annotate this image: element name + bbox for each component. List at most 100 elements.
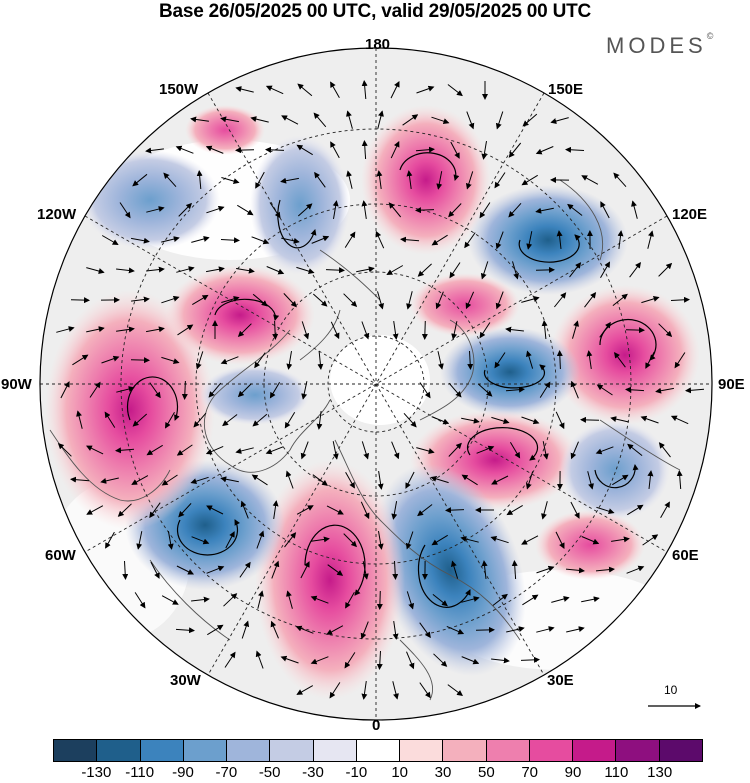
- wind-vector: [208, 382, 222, 398]
- wind-vector: [586, 350, 593, 369]
- wind-vector: [343, 533, 358, 548]
- wind-vector: [596, 384, 613, 396]
- colorbar-tick-label: -10: [345, 764, 368, 781]
- wind-vector: [281, 115, 299, 125]
- lon-label-60w: 60W: [45, 547, 76, 564]
- wind-vector: [269, 382, 281, 399]
- wind-vector: [449, 262, 461, 279]
- wind-vector: [205, 145, 224, 154]
- wind-vector: [511, 560, 518, 580]
- colorbar-swatch: [183, 740, 228, 761]
- wind-vector: [674, 352, 686, 369]
- wind-vector: [361, 681, 368, 700]
- wind-vector: [344, 231, 356, 248]
- wind-vector: [600, 201, 610, 219]
- colorbar-swatch: [573, 740, 617, 761]
- brand-name: MODES: [606, 33, 707, 58]
- wind-vector: [224, 651, 236, 668]
- colorbar-swatch: [270, 740, 314, 761]
- wind-vector: [676, 470, 683, 490]
- wind-vector: [284, 412, 296, 429]
- wind-vector: [89, 381, 101, 398]
- wind-vector: [161, 474, 178, 486]
- wind-vector: [225, 531, 235, 549]
- colorbar-swatch: [616, 740, 660, 761]
- anomaly-negative: [468, 185, 628, 295]
- wind-vector: [361, 200, 368, 219]
- wind-vector: [447, 684, 464, 697]
- wind-vector: [660, 501, 670, 519]
- wind-vector: [130, 357, 150, 364]
- colorbar-swatch: [356, 740, 401, 761]
- wind-vector: [251, 474, 268, 486]
- wind-vector: [220, 116, 239, 123]
- wind-vector: [272, 500, 279, 519]
- wind-vector: [596, 506, 615, 515]
- wind-vector: [450, 141, 460, 159]
- wind-vector: [494, 352, 506, 369]
- wind-vector: [346, 110, 353, 129]
- wind-vector: [626, 565, 645, 574]
- anomaly-positive: [255, 460, 405, 700]
- anomaly-positive: [535, 510, 645, 580]
- wind-vector: [595, 446, 614, 455]
- wind-vector: [163, 172, 177, 188]
- wind-vector: [495, 231, 504, 250]
- wind-vector: [481, 560, 488, 579]
- wind-vector: [376, 170, 383, 189]
- wind-vector: [220, 356, 239, 365]
- wind-vector: [565, 567, 585, 574]
- wind-vector: [613, 172, 627, 188]
- wind-vector: [541, 501, 548, 520]
- wind-vector: [419, 682, 431, 699]
- wind-vector: [296, 144, 313, 156]
- wind-vector: [445, 507, 465, 514]
- wind-vector: [326, 505, 344, 515]
- wind-vector: [344, 652, 356, 669]
- colorbar-tick-label: -50: [258, 764, 281, 781]
- wind-vector: [145, 147, 164, 154]
- wind-vector: [627, 443, 643, 456]
- wind-vector: [521, 535, 539, 545]
- wind-vector: [312, 293, 328, 307]
- wind-vector: [506, 504, 523, 516]
- wind-vector: [265, 446, 284, 455]
- wind-vector: [250, 116, 269, 123]
- wind-vector: [252, 413, 268, 427]
- wind-vector: [236, 267, 255, 274]
- wind-vector: [146, 326, 165, 333]
- colorbar-tick-label: -90: [172, 764, 194, 781]
- wind-vector: [146, 206, 165, 213]
- wind-vector: [85, 445, 104, 455]
- wind-vector: [542, 441, 549, 460]
- wind-vector: [131, 296, 150, 303]
- wind-vector: [167, 531, 174, 550]
- wind-vector: [361, 80, 368, 100]
- wind-vector: [223, 593, 238, 607]
- polar-map: [39, 47, 713, 721]
- wind-vector: [286, 590, 293, 609]
- wind-vector: [161, 595, 179, 605]
- wind-vector: [345, 591, 355, 609]
- wind-vector: [375, 230, 385, 249]
- wind-vector: [416, 447, 435, 454]
- wind-vector: [297, 203, 313, 217]
- colorbar-swatch: [54, 740, 98, 761]
- wind-vector: [272, 320, 279, 340]
- wind-vector: [508, 142, 522, 158]
- wind-vector: [402, 114, 419, 126]
- wind-vector: [235, 86, 254, 93]
- wind-vector: [206, 565, 225, 574]
- wind-vector: [86, 326, 105, 333]
- wind-vector: [392, 681, 399, 700]
- wind-vector: [436, 171, 443, 190]
- wind-vector: [241, 620, 250, 639]
- wind-vector: [283, 293, 297, 308]
- wind-vector: [207, 624, 224, 636]
- wind-vector: [176, 444, 193, 456]
- wind-vector: [569, 262, 582, 278]
- wind-vector: [572, 320, 580, 339]
- wind-vector: [435, 291, 444, 310]
- wind-vector: [285, 470, 294, 489]
- wind-vector: [481, 141, 488, 160]
